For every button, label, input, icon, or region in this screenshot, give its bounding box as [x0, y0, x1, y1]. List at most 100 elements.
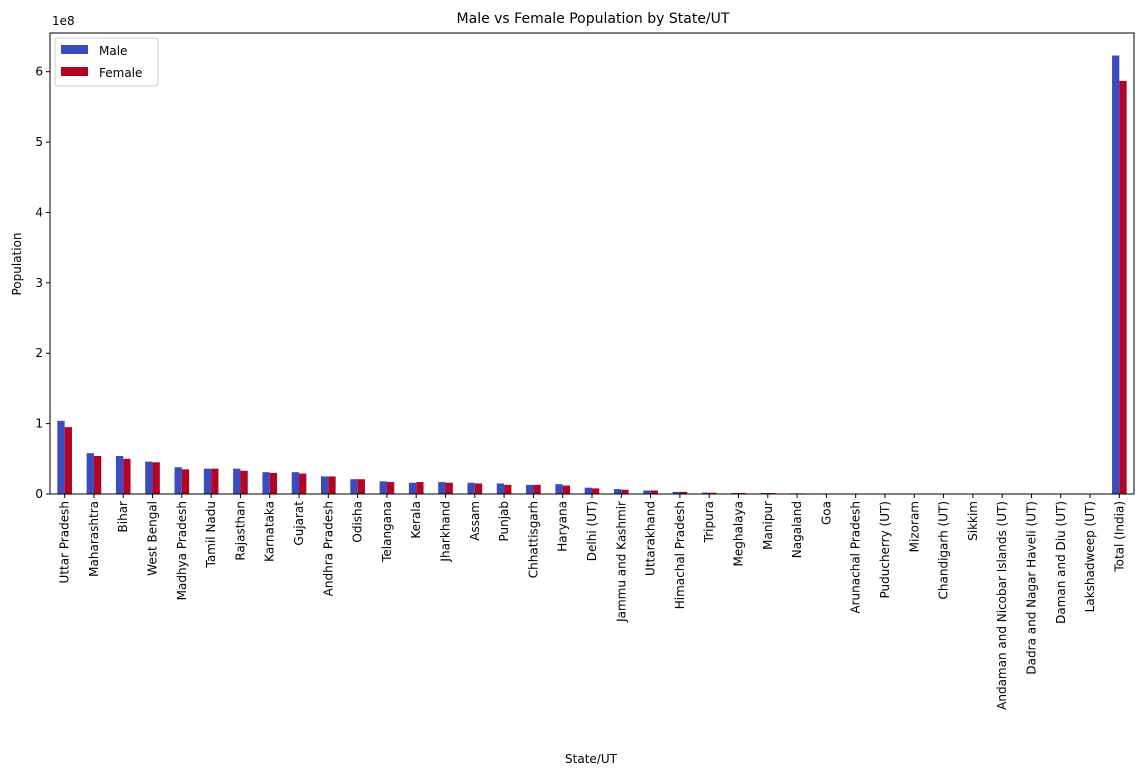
x-tick-label-11: Telangana — [380, 501, 394, 563]
legend-label-female: Female — [99, 66, 142, 80]
y-offset-label: 1e8 — [52, 14, 75, 28]
y-tick-label-3: 3 — [35, 276, 43, 290]
bar-female-20 — [650, 490, 658, 494]
x-tick-label-13: Jharkhand — [439, 501, 453, 563]
y-tick-label-5: 5 — [35, 135, 43, 149]
bar-female-2 — [123, 458, 131, 494]
bar-male-10 — [350, 479, 358, 494]
bar-female-22 — [709, 492, 717, 494]
x-tick-label-35: Lakshadweep (UT) — [1083, 501, 1097, 612]
bar-female-10 — [357, 479, 365, 494]
bar-male-17 — [555, 484, 563, 494]
chart-title: Male vs Female Population by State/UT — [457, 11, 730, 27]
x-tick-label-25: Nagaland — [790, 501, 804, 558]
x-tick-label-36: Total (India) — [1112, 501, 1126, 573]
x-tick-label-32: Andaman and Nicobar Islands (UT) — [995, 501, 1009, 710]
x-tick-label-17: Haryana — [556, 501, 570, 552]
x-tick-label-20: Uttarakhand — [644, 501, 658, 576]
bar-male-20 — [643, 490, 651, 494]
bar-female-7 — [269, 472, 278, 494]
x-tick-label-24: Manipur — [761, 501, 775, 550]
bar-female-12 — [416, 482, 424, 494]
bar-female-21 — [679, 491, 688, 494]
bar-female-1 — [93, 455, 102, 494]
x-tick-label-30: Chandigarh (UT) — [937, 501, 951, 599]
bar-female-15 — [504, 484, 512, 494]
x-tick-label-23: Meghalaya — [731, 501, 745, 566]
bar-male-12 — [408, 482, 417, 494]
bar-female-9 — [328, 476, 336, 494]
x-tick-label-22: Tripura — [702, 501, 716, 543]
x-tick-label-9: Andhra Pradesh — [321, 501, 335, 596]
x-tick-label-31: Sikkim — [966, 501, 980, 541]
bar-female-0 — [64, 427, 72, 494]
bar-male-5 — [203, 468, 212, 494]
bar-male-22 — [701, 492, 710, 494]
x-tick-label-7: Karnataka — [263, 501, 277, 562]
bar-male-13 — [438, 482, 446, 494]
x-tick-label-3: West Bengal — [146, 501, 160, 576]
x-tick-label-26: Goa — [819, 501, 833, 525]
plot-frame — [49, 32, 1135, 495]
bar-male-2 — [115, 455, 124, 494]
x-tick-label-15: Punjab — [497, 501, 511, 542]
bar-male-9 — [321, 476, 329, 494]
x-axis-label: State/UT — [565, 752, 618, 766]
y-tick-label-2: 2 — [35, 346, 43, 360]
x-tick-label-5: Tamil Nadu — [204, 501, 218, 568]
y-tick-label-4: 4 — [35, 205, 43, 219]
bar-male-1 — [86, 453, 94, 494]
bar-female-8 — [299, 473, 307, 494]
bar-male-6 — [233, 468, 241, 494]
x-tick-label-12: Kerala — [409, 501, 423, 539]
x-axis: Uttar Pradesh Maharashtra Bihar West Bengal… — [58, 494, 1126, 710]
legend: Male Female — [54, 37, 159, 87]
x-tick-label-16: Chhattisgarh — [526, 501, 540, 578]
x-tick-label-0: Uttar Pradesh — [58, 501, 72, 583]
bar-female-4 — [181, 469, 190, 494]
y-axis: 0 1 2 3 4 5 6 — [35, 65, 50, 501]
x-tick-label-34: Daman and Diu (UT) — [1054, 501, 1068, 624]
bar-male-21 — [672, 491, 680, 494]
x-tick-label-10: Odisha — [351, 501, 365, 543]
legend-label-male: Male — [99, 44, 127, 58]
x-tick-label-4: Madhya Pradesh — [175, 501, 189, 600]
x-tick-label-6: Rajasthan — [233, 501, 247, 561]
bar-male-16 — [526, 484, 534, 494]
bar-female-18 — [592, 488, 600, 494]
bar-male-14 — [467, 482, 475, 494]
bar-male-8 — [291, 472, 300, 494]
bar-female-13 — [445, 482, 453, 494]
x-tick-label-27: Arunachal Pradesh — [849, 501, 863, 614]
bar-female-17 — [562, 485, 571, 494]
bar-female-3 — [152, 462, 160, 494]
x-tick-label-8: Gujarat — [292, 501, 306, 546]
bar-female-16 — [533, 484, 541, 494]
bar-male-0 — [57, 420, 65, 494]
bar-female-11 — [386, 482, 395, 494]
x-tick-label-29: Mizoram — [907, 501, 921, 552]
bar-male-19 — [613, 489, 622, 494]
bar-female-36 — [1119, 80, 1127, 494]
bar-male-23 — [731, 492, 739, 494]
bar-female-23 — [738, 492, 746, 494]
bar-male-15 — [496, 483, 505, 494]
x-tick-label-21: Himachal Pradesh — [673, 501, 687, 609]
y-tick-label-1: 1 — [35, 417, 43, 431]
bar-male-4 — [174, 467, 182, 494]
bars-group — [57, 55, 1127, 495]
legend-swatch-male — [61, 45, 88, 54]
bar-male-36 — [1112, 55, 1120, 495]
bar-female-5 — [211, 468, 219, 494]
x-tick-label-18: Delhi (UT) — [585, 501, 599, 561]
x-tick-label-2: Bihar — [116, 501, 130, 533]
bar-male-11 — [379, 481, 387, 494]
y-axis-label: Population — [10, 232, 24, 295]
bar-male-7 — [262, 472, 270, 494]
bar-male-3 — [145, 461, 153, 494]
bar-male-18 — [584, 487, 592, 494]
legend-swatch-female — [61, 67, 88, 76]
x-tick-label-33: Dadra and Nagar Haveli (UT) — [1024, 501, 1038, 675]
x-tick-label-1: Maharashtra — [87, 501, 101, 577]
